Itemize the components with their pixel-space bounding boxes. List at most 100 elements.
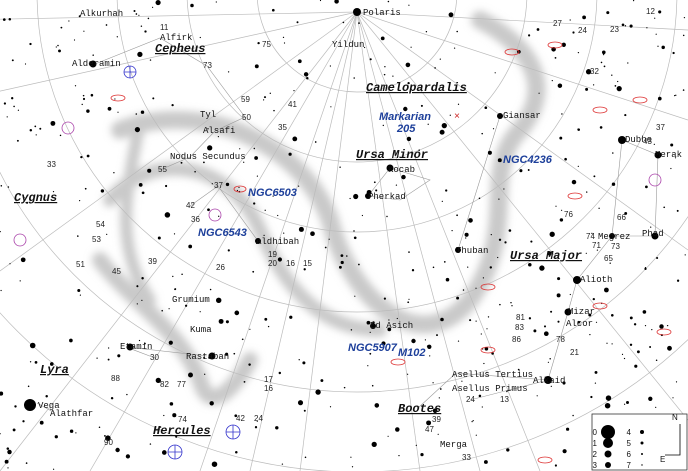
star — [82, 104, 83, 105]
star — [601, 62, 603, 64]
star — [657, 46, 658, 47]
star — [646, 27, 647, 28]
flamsteed-number: 90 — [104, 438, 113, 447]
deep-sky-name: Markarian — [379, 111, 431, 123]
star-name: Alioth — [580, 275, 612, 285]
star — [141, 277, 143, 279]
star — [263, 235, 264, 236]
star — [284, 42, 285, 43]
star — [330, 406, 331, 407]
star-name: Giansar — [503, 111, 541, 121]
star — [408, 251, 410, 253]
star — [606, 343, 607, 344]
star — [438, 434, 439, 435]
star — [468, 218, 473, 223]
star — [654, 18, 655, 19]
star — [165, 185, 167, 187]
star — [537, 395, 538, 396]
star — [557, 293, 561, 297]
star — [421, 105, 423, 107]
star — [585, 88, 588, 91]
flamsteed-number: 55 — [158, 165, 167, 174]
star — [181, 162, 183, 164]
flamsteed-number: 11 — [160, 23, 169, 32]
star — [483, 363, 484, 364]
star — [139, 183, 143, 187]
star — [304, 410, 306, 412]
star — [406, 63, 411, 68]
star — [12, 59, 14, 61]
star — [510, 302, 511, 303]
star — [407, 301, 409, 303]
magnitude-label: 3 — [593, 461, 598, 470]
star — [606, 11, 609, 14]
flamsteed-number: 65 — [604, 254, 613, 263]
flamsteed-number: 19 — [268, 250, 277, 259]
flamsteed-number: 33 — [462, 453, 471, 462]
star — [637, 350, 640, 353]
star — [264, 96, 266, 98]
star — [346, 255, 348, 257]
star — [604, 66, 606, 68]
star — [358, 264, 360, 266]
star — [91, 94, 94, 97]
constellation-name: Ursa Minor — [356, 148, 428, 162]
star — [30, 129, 32, 131]
star — [108, 359, 110, 361]
star — [297, 21, 299, 23]
star — [560, 218, 563, 221]
star — [115, 448, 119, 452]
star — [659, 324, 663, 328]
deep-sky-name: NGC4236 — [503, 154, 553, 166]
star-name: Yildun — [332, 40, 364, 50]
flamsteed-number: 24 — [254, 414, 263, 423]
star — [645, 325, 646, 326]
star — [650, 226, 651, 227]
star — [658, 10, 661, 13]
star — [252, 271, 254, 273]
star — [172, 276, 173, 277]
bright-star — [24, 399, 36, 411]
star — [550, 232, 555, 237]
star — [39, 128, 41, 130]
star — [75, 432, 76, 433]
star — [572, 415, 574, 417]
star — [204, 374, 205, 375]
star — [339, 266, 342, 269]
constellation-name: Camelopardalis — [366, 81, 467, 95]
star — [234, 311, 239, 316]
star — [617, 86, 622, 91]
star — [188, 245, 192, 249]
star — [77, 289, 80, 292]
star — [633, 0, 634, 1]
star — [651, 329, 652, 330]
star — [9, 18, 12, 21]
flamsteed-number: 73 — [611, 242, 620, 251]
star — [8, 186, 10, 188]
magnitude-label: 4 — [627, 428, 632, 437]
star — [420, 453, 423, 456]
star — [265, 210, 266, 211]
star — [484, 106, 487, 109]
flamsteed-number: 21 — [570, 348, 579, 357]
star — [113, 172, 114, 173]
star — [672, 397, 673, 398]
star — [533, 329, 536, 332]
star — [174, 233, 175, 234]
star — [136, 13, 138, 15]
flamsteed-number: 42 — [186, 201, 195, 210]
star — [446, 278, 450, 282]
bright-star — [353, 8, 361, 16]
star — [353, 77, 355, 79]
star-name: Asellus Tertius — [452, 370, 533, 380]
star — [104, 435, 106, 437]
star — [292, 136, 297, 141]
star — [254, 148, 255, 149]
star — [248, 363, 250, 365]
star — [416, 445, 417, 446]
star — [578, 166, 579, 167]
flamsteed-number: 17 — [264, 375, 273, 384]
star — [484, 460, 488, 464]
flamsteed-number: 66 — [617, 213, 626, 222]
star — [136, 285, 138, 287]
